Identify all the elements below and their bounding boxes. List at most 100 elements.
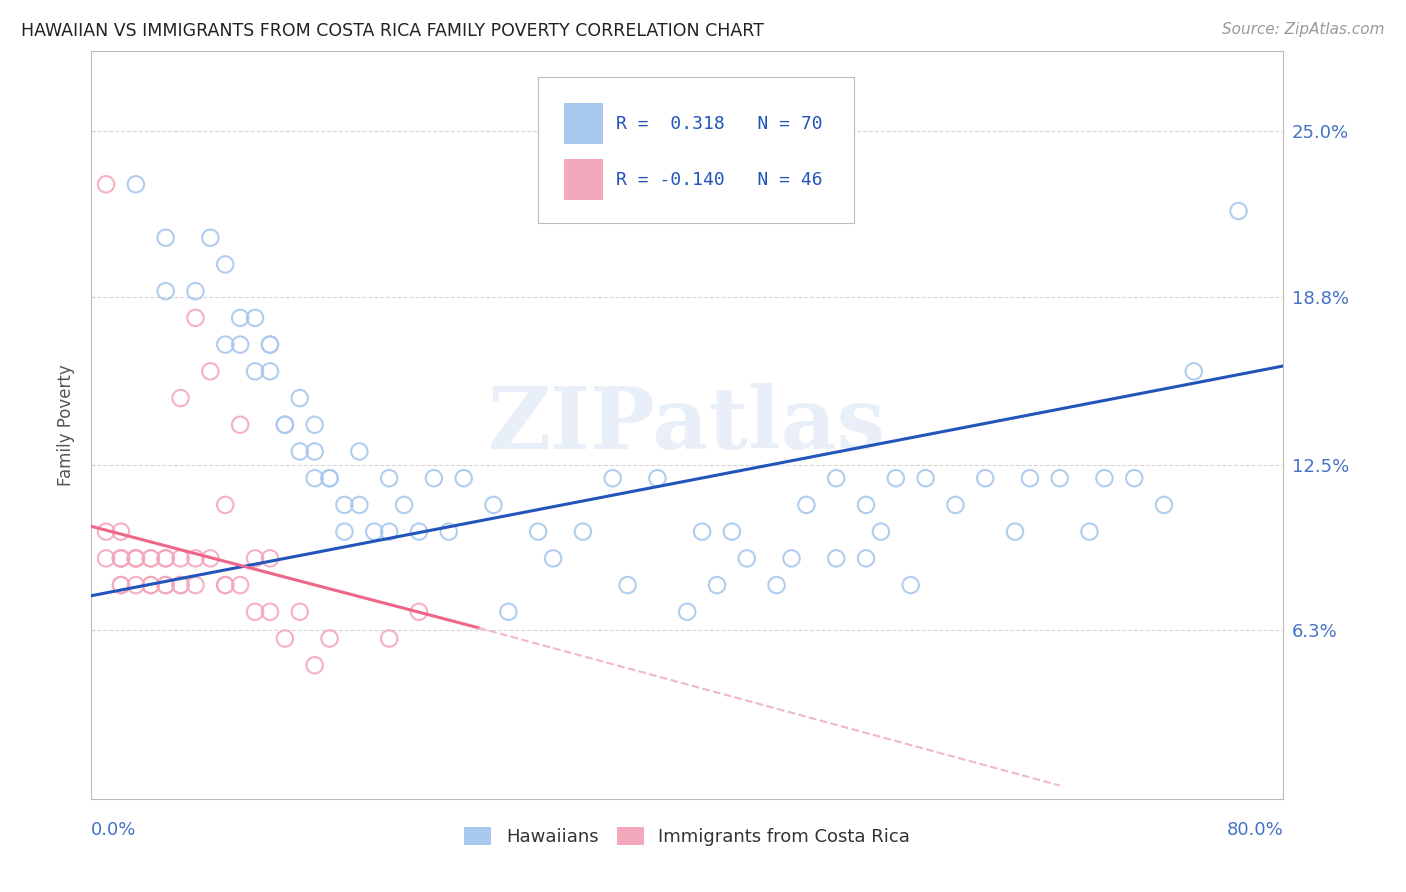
Point (408, 524, 430, 539)
Text: ZIPatlas: ZIPatlas (488, 383, 886, 467)
Point (647, 471, 669, 485)
Point (200, 364, 222, 378)
Legend: Hawaiians, Immigrants from Costa Rica: Hawaiians, Immigrants from Costa Rica (464, 827, 910, 846)
Point (288, 605, 311, 619)
Text: R =  0.318   N = 70: R = 0.318 N = 70 (616, 115, 823, 133)
Point (318, 632, 340, 646)
Point (214, 337, 236, 351)
Point (780, 551, 803, 566)
Point (616, 578, 638, 592)
Text: HAWAIIAN VS IMMIGRANTS FROM COSTA RICA FAMILY POVERTY CORRELATION CHART: HAWAIIAN VS IMMIGRANTS FROM COSTA RICA F… (21, 22, 763, 40)
Point (333, 524, 356, 539)
Point (229, 578, 252, 592)
Point (110, 551, 132, 566)
Point (229, 310, 252, 325)
Text: R = -0.140   N = 46: R = -0.140 N = 46 (616, 171, 823, 189)
Point (214, 578, 236, 592)
Point (110, 524, 132, 539)
Point (214, 498, 236, 512)
Point (94, 178, 117, 192)
Point (437, 524, 460, 539)
Point (333, 498, 356, 512)
Point (110, 551, 132, 566)
Point (125, 551, 148, 566)
Point (243, 551, 266, 566)
Point (870, 524, 893, 539)
Point (1182, 364, 1205, 378)
Point (304, 444, 326, 458)
Point (94, 551, 117, 566)
Point (155, 578, 177, 592)
Point (855, 498, 877, 512)
Point (706, 578, 728, 592)
Point (1153, 498, 1175, 512)
Point (110, 578, 132, 592)
Point (378, 471, 401, 485)
Point (825, 551, 848, 566)
Bar (564, 159, 603, 201)
Point (274, 417, 297, 432)
Point (139, 578, 162, 592)
Point (94, 524, 117, 539)
Point (288, 391, 311, 405)
Text: 80.0%: 80.0% (1226, 822, 1284, 839)
Point (214, 257, 236, 271)
Point (200, 231, 222, 245)
Point (453, 471, 475, 485)
Point (914, 471, 936, 485)
Point (735, 551, 758, 566)
Point (825, 471, 848, 485)
Point (184, 284, 207, 298)
Point (229, 337, 252, 351)
Point (259, 605, 281, 619)
Point (392, 498, 415, 512)
Point (318, 471, 340, 485)
Point (155, 551, 177, 566)
Point (304, 658, 326, 673)
Point (482, 498, 505, 512)
Point (1049, 471, 1071, 485)
Point (125, 551, 148, 566)
Point (855, 551, 877, 566)
Point (498, 605, 520, 619)
Point (900, 578, 922, 592)
Point (349, 498, 371, 512)
Point (378, 524, 401, 539)
Point (318, 471, 340, 485)
Point (184, 310, 207, 325)
Point (765, 578, 787, 592)
Point (259, 364, 281, 378)
Point (288, 444, 311, 458)
Point (1019, 471, 1042, 485)
Point (169, 578, 191, 592)
Point (155, 578, 177, 592)
Point (125, 551, 148, 566)
Point (884, 471, 907, 485)
Point (169, 391, 191, 405)
Point (796, 498, 818, 512)
Point (125, 178, 148, 192)
Point (423, 471, 446, 485)
Point (602, 471, 624, 485)
Point (408, 605, 430, 619)
Point (690, 524, 713, 539)
Point (721, 524, 744, 539)
Point (1227, 204, 1250, 219)
Point (184, 578, 207, 592)
Point (1123, 471, 1146, 485)
Point (125, 578, 148, 592)
Point (110, 551, 132, 566)
Point (200, 551, 222, 566)
Point (155, 284, 177, 298)
Text: Source: ZipAtlas.com: Source: ZipAtlas.com (1222, 22, 1385, 37)
Point (139, 551, 162, 566)
Point (169, 578, 191, 592)
Point (541, 551, 564, 566)
Text: 0.0%: 0.0% (91, 822, 136, 839)
Bar (564, 103, 603, 145)
Point (974, 471, 997, 485)
FancyBboxPatch shape (538, 77, 853, 223)
Point (274, 417, 297, 432)
Point (259, 337, 281, 351)
Point (155, 231, 177, 245)
